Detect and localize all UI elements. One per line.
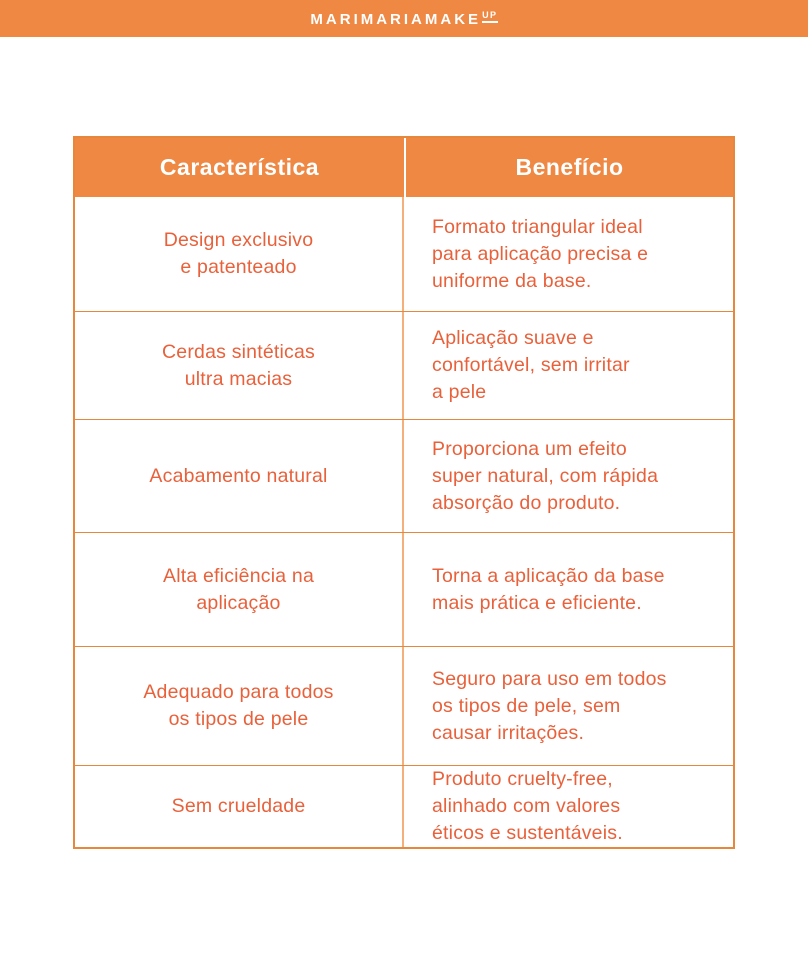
comparison-table: Característica Benefício Design exclusiv… bbox=[73, 136, 735, 849]
brand-logo: MARIMARIAMAKEUP bbox=[310, 10, 498, 28]
benefit-cell: Aplicação suave e confortável, sem irrit… bbox=[432, 327, 630, 403]
feature-cell: Alta eficiência na aplicação bbox=[75, 533, 404, 646]
brand-bar: MARIMARIAMAKEUP bbox=[0, 0, 808, 37]
column-header-beneficio: Benefício bbox=[515, 154, 624, 180]
benefit-cell: Produto cruelty-free, alinhado com valor… bbox=[432, 768, 623, 844]
table-row: Cerdas sintéticas ultra macias Aplicação… bbox=[75, 311, 733, 419]
feature-cell: Sem crueldade bbox=[75, 766, 404, 847]
table-header-row: Característica Benefício bbox=[75, 138, 733, 197]
column-header-caracteristica: Característica bbox=[75, 138, 406, 197]
feature-cell: Acabamento natural bbox=[75, 420, 404, 532]
table-row: Alta eficiência na aplicação Torna a apl… bbox=[75, 532, 733, 646]
feature-cell: Cerdas sintéticas ultra macias bbox=[75, 312, 404, 419]
table-row: Sem crueldade Produto cruelty-free, alin… bbox=[75, 765, 733, 847]
table-row: Acabamento natural Proporciona um efeito… bbox=[75, 419, 733, 532]
benefit-cell: Torna a aplicação da base mais prática e… bbox=[432, 564, 665, 614]
brand-logo-sup: UP bbox=[482, 10, 498, 23]
benefit-cell: Proporciona um efeito super natural, com… bbox=[432, 437, 659, 514]
benefit-cell: Seguro para uso em todos os tipos de pel… bbox=[432, 667, 667, 744]
table-row: Design exclusivo e patenteado Formato tr… bbox=[75, 197, 733, 311]
feature-cell: Design exclusivo e patenteado bbox=[75, 197, 404, 311]
brand-logo-text: MARIMARIAMAKE bbox=[310, 10, 482, 28]
benefit-cell: Formato triangular ideal para aplicação … bbox=[432, 215, 649, 292]
table-row: Adequado para todos os tipos de pele Seg… bbox=[75, 646, 733, 765]
feature-cell: Adequado para todos os tipos de pele bbox=[75, 647, 404, 765]
